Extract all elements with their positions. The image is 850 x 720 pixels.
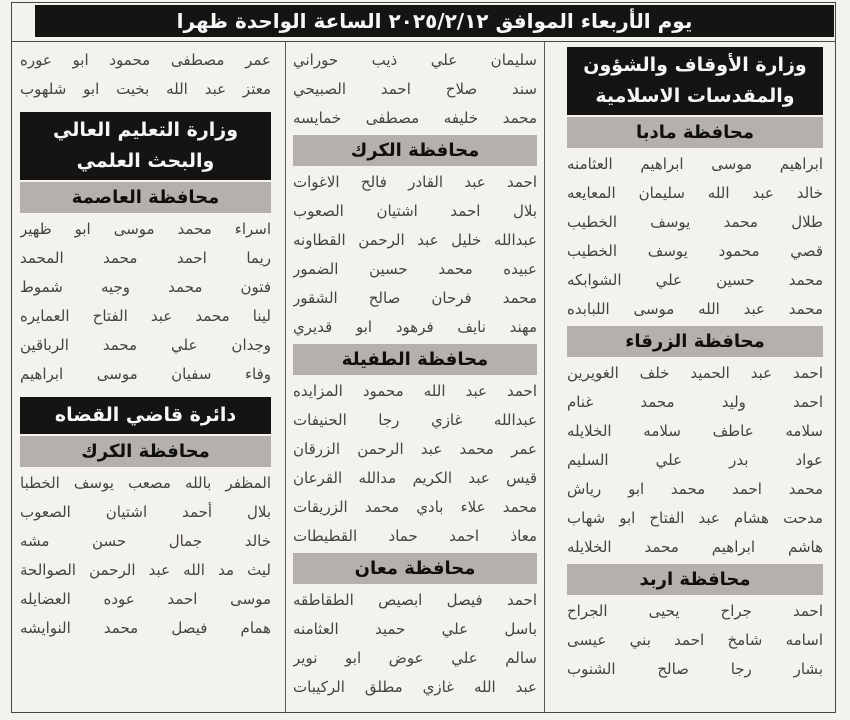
name-row: بلال أحمد اشتيان الصعوب xyxy=(20,503,271,521)
names-list: المظفر بالله مصعب يوسف الخطبا بلال أحمد ا… xyxy=(20,469,271,643)
ministry-banner: وزارة التعليم العالي والبحث العلمي xyxy=(20,112,271,180)
column-middle: سليمان علي ذيب حوراني سند صلاح احمد الصبي… xyxy=(285,42,545,713)
name-row: عبدالله غازي رجا الحنيفات xyxy=(293,411,537,429)
name-row: هاشم ابراهيم محمد الخلايله xyxy=(567,538,823,556)
name-row: احمد فيصل ابصيص الطقاطقه xyxy=(293,591,537,609)
name-row: همام فيصل محمد النوايشه xyxy=(20,619,271,637)
name-row: محمد حسين علي الشوابكه xyxy=(567,271,823,289)
name-row: ابراهيم موسى ابراهيم العثامنه xyxy=(567,155,823,173)
name-row: طلال محمد يوسف الخطيب xyxy=(567,213,823,231)
governorate-banner: محافظة الكرك xyxy=(293,135,537,166)
name-row: مدحت هشام عبد الفتاح ابو شهاب xyxy=(567,509,823,527)
name-row: ريما احمد محمد المحمد xyxy=(20,249,271,267)
header-row: يوم الأربعاء الموافق ٢٠٢٥/٢/١٢ الساعة ال… xyxy=(12,3,835,42)
name-row: بلال احمد اشتيان الصعوب xyxy=(293,202,537,220)
name-row: محمد علاء بادي محمد الزريقات xyxy=(293,498,537,516)
name-row: عبيده محمد حسين الضمور xyxy=(293,260,537,278)
name-row: فتون محمد وجيه شموط xyxy=(20,278,271,296)
names-list: سليمان علي ذيب حوراني سند صلاح احمد الصبي… xyxy=(293,46,537,133)
columns-container: وزارة الأوقاف والشؤون والمقدسات الاسلامي… xyxy=(12,42,835,713)
name-row: وفاء سفيان موسى ابراهيم xyxy=(20,365,271,383)
governorate-banner: محافظة معان xyxy=(293,553,537,584)
name-row: محمد فرحان صالح الشقور xyxy=(293,289,537,307)
names-list: احمد فيصل ابصيص الطقاطقه باسل علي حميد ال… xyxy=(293,586,537,702)
page-frame: يوم الأربعاء الموافق ٢٠٢٥/٢/١٢ الساعة ال… xyxy=(11,2,836,713)
name-row: سليمان علي ذيب حوراني xyxy=(293,51,537,69)
name-row: محمد خليفه مصطفى خمايسه xyxy=(293,109,537,127)
names-list: عمر مصطفى محمود ابو عوره معتز عبد الله بخ… xyxy=(20,46,271,104)
governorate-banner: محافظة الطفيلة xyxy=(293,344,537,375)
column-left: عمر مصطفى محمود ابو عوره معتز عبد الله بخ… xyxy=(12,42,285,713)
name-row: خالد جمال حسن مشه xyxy=(20,532,271,550)
name-row: عبد الله غازي مطلق الركيبات xyxy=(293,678,537,696)
governorate-banner: محافظة الزرقاء xyxy=(567,326,823,357)
names-list: احمد جراح يحيى الجراح اسامه شامخ احمد بني… xyxy=(567,597,823,684)
governorate-banner: محافظة الكرك xyxy=(20,436,271,467)
name-row: معتز عبد الله بخيت ابو شلهوب xyxy=(20,80,271,98)
name-row: اسراء محمد موسى ابو ظهير xyxy=(20,220,271,238)
governorate-banner: محافظة مادبا xyxy=(567,117,823,148)
names-list: ابراهيم موسى ابراهيم العثامنه خالد عبد ال… xyxy=(567,150,823,324)
name-row: اسامه شامخ احمد بني عيسى xyxy=(567,631,823,649)
governorate-banner: محافظة اربد xyxy=(567,564,823,595)
name-row: مهند نايف فرهود ابو قديري xyxy=(293,318,537,336)
names-list: احمد عبد الحميد خلف الغويرين احمد وليد مح… xyxy=(567,359,823,562)
name-row: احمد وليد محمد غنام xyxy=(567,393,823,411)
name-row: عواد بدر علي السليم xyxy=(567,451,823,469)
name-row: سند صلاح احمد الصبيحي xyxy=(293,80,537,98)
name-row: المظفر بالله مصعب يوسف الخطبا xyxy=(20,474,271,492)
names-list: احمد عبد الله محمود المزايده عبدالله غازي… xyxy=(293,377,537,551)
governorate-banner: محافظة العاصمة xyxy=(20,182,271,213)
name-row: عمر مصطفى محمود ابو عوره xyxy=(20,51,271,69)
ministry-banner: دائرة قاضي القضاه xyxy=(20,397,271,434)
name-row: احمد جراح يحيى الجراح xyxy=(567,602,823,620)
name-row: باسل علي حميد العثامنه xyxy=(293,620,537,638)
name-row: احمد عبد القادر فالح الاغوات xyxy=(293,173,537,191)
ministry-banner: وزارة الأوقاف والشؤون والمقدسات الاسلامي… xyxy=(567,47,823,115)
name-row: سلامه عاطف سلامه الخلايله xyxy=(567,422,823,440)
name-row: ليث مد الله عبد الرحمن الصوالحة xyxy=(20,561,271,579)
name-row: معاذ احمد حماد القطيطات xyxy=(293,527,537,545)
name-row: احمد عبد الحميد خلف الغويرين xyxy=(567,364,823,382)
name-row: احمد عبد الله محمود المزايده xyxy=(293,382,537,400)
name-row: محمد عبد الله موسى اللبابده xyxy=(567,300,823,318)
header-title: يوم الأربعاء الموافق ٢٠٢٥/٢/١٢ الساعة ال… xyxy=(176,9,693,33)
name-row: عمر محمد عبد الرحمن الزرقان xyxy=(293,440,537,458)
name-row: عبدالله خليل عبد الرحمن القطاونه xyxy=(293,231,537,249)
name-row: موسى احمد عوده العضايله xyxy=(20,590,271,608)
name-row: وجدان علي محمد الرباقين xyxy=(20,336,271,354)
column-right: وزارة الأوقاف والشؤون والمقدسات الاسلامي… xyxy=(545,42,835,713)
header-title-banner: يوم الأربعاء الموافق ٢٠٢٥/٢/١٢ الساعة ال… xyxy=(35,5,834,37)
name-row: خالد عبد الله سليمان المعايعه xyxy=(567,184,823,202)
name-row: قيس عبد الكريم مدالله القرعان xyxy=(293,469,537,487)
names-list: اسراء محمد موسى ابو ظهير ريما احمد محمد ا… xyxy=(20,215,271,389)
name-row: لينا محمد عبد الفتاح العمايره xyxy=(20,307,271,325)
name-row: قصي محمود يوسف الخطيب xyxy=(567,242,823,260)
name-row: بشار رجا صالح الشنوب xyxy=(567,660,823,678)
names-list: احمد عبد القادر فالح الاغوات بلال احمد اش… xyxy=(293,168,537,342)
name-row: سالم علي عوض ابو نوير xyxy=(293,649,537,667)
name-row: محمد احمد محمد ابو رياش xyxy=(567,480,823,498)
